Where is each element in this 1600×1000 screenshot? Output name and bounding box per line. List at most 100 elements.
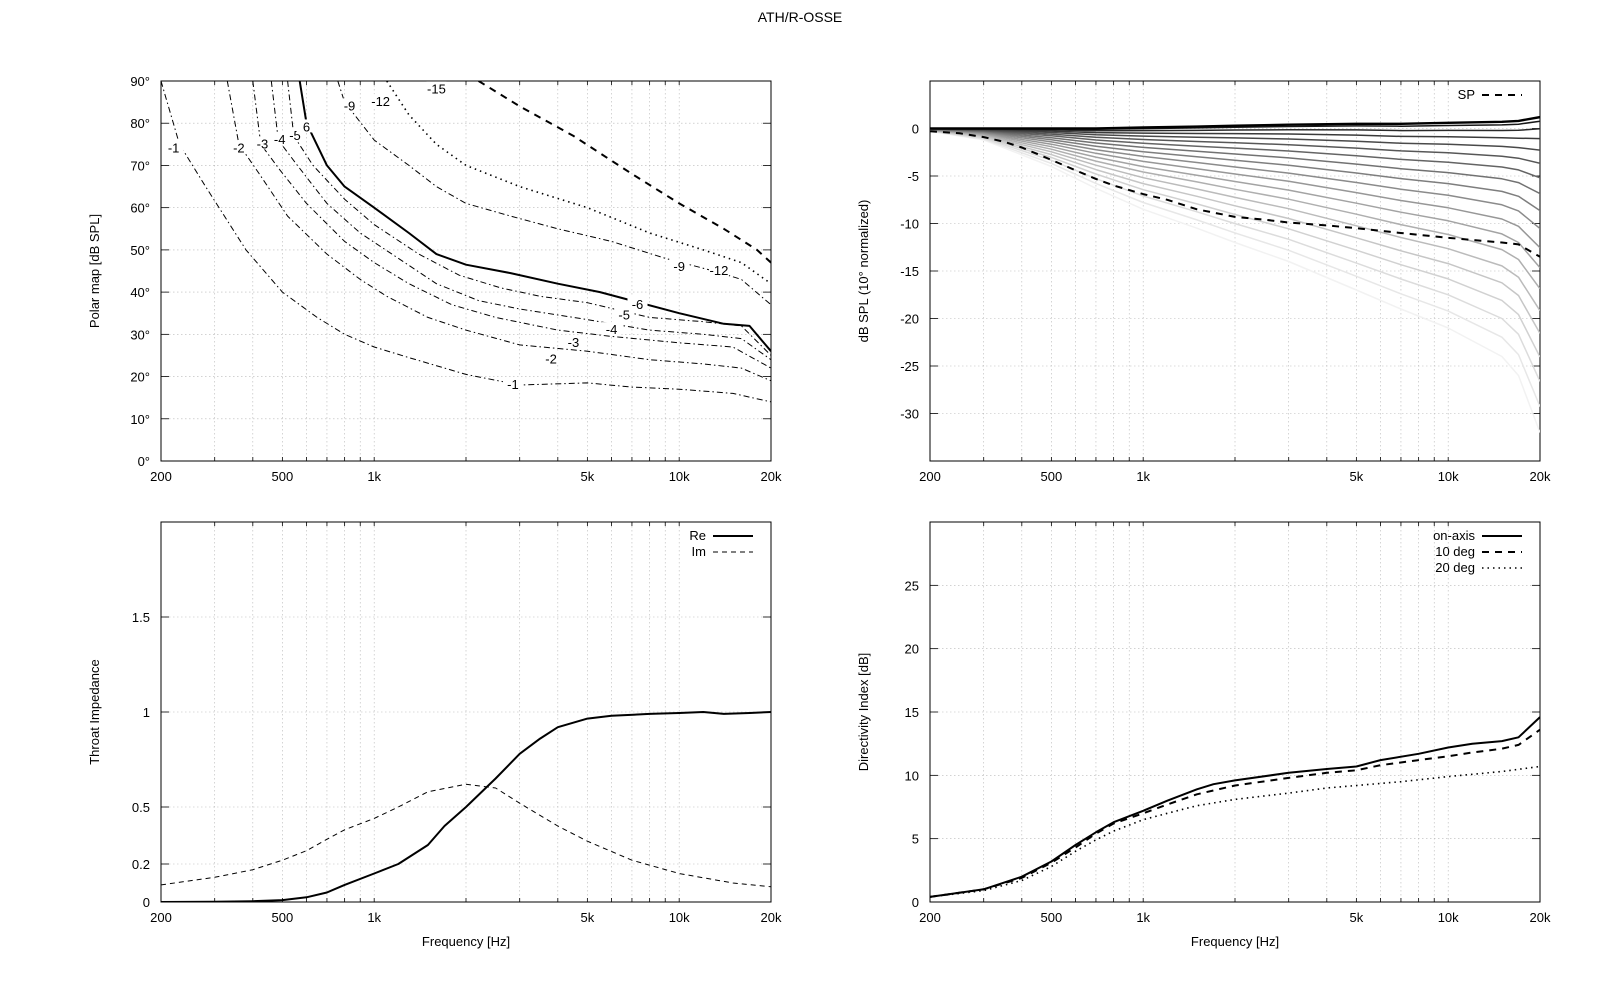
normalized-response-panel: 0 -5 -10 -15 -20 -25 -30 200 500 1k 5k 10k 20k dB SPL… <box>856 80 1551 484</box>
directivity-ytick-label: 5 <box>912 832 919 847</box>
angle-response-line <box>930 130 1540 433</box>
polar-contour-label-bg <box>163 140 184 154</box>
polar-contour-label-bg <box>370 94 391 108</box>
impedance-xtick-label: 1k <box>367 910 381 925</box>
response-ytick-label: -20 <box>900 312 919 327</box>
angle-response-line <box>930 128 1540 179</box>
impedance-legend-label: Im <box>692 544 706 559</box>
polar-xtick-label: 500 <box>272 469 294 484</box>
polar-ytick-label: 10° <box>130 412 150 427</box>
polar-contour-label-bg <box>252 136 273 150</box>
polar-contour-label-bg <box>669 258 690 272</box>
polar-xtick-label: 20k <box>761 469 782 484</box>
angle-response-line <box>930 129 1540 358</box>
directivity-series-on-axis <box>930 716 1540 898</box>
polar-contour-line <box>386 81 771 285</box>
directivity-legend-label: on-axis <box>1433 528 1475 543</box>
polar-contour-label: -6 <box>632 297 644 312</box>
polar-xtick-label: 10k <box>669 469 690 484</box>
directivity-x-axis-label: Frequency [Hz] <box>1191 934 1279 949</box>
impedance-xtick-label: 200 <box>150 910 172 925</box>
response-plot-frame <box>929 80 1541 462</box>
impedance-ytick-label: 0.2 <box>132 857 150 872</box>
angle-response-line <box>930 129 1540 269</box>
directivity-xtick-label: 20k <box>1530 910 1551 925</box>
impedance-ytick-label: 0 <box>143 895 150 910</box>
directivity-ytick-label: 25 <box>905 578 919 593</box>
polar-ytick-label: 50° <box>130 243 150 258</box>
directivity-plot-frame <box>929 521 1541 903</box>
response-ytick-label: -30 <box>900 407 919 422</box>
polar-contour-label-bg <box>541 351 562 365</box>
polar-ytick-label: 30° <box>130 327 150 342</box>
angle-response-line <box>930 128 1540 195</box>
response-ytick-label: -5 <box>907 169 919 184</box>
angle-response-line <box>930 130 1540 407</box>
angle-response-line <box>930 129 1540 334</box>
polar-contour-label: -15 <box>427 81 446 96</box>
response-xtick-label: 200 <box>919 469 941 484</box>
polar-contour-label: -4 <box>274 132 286 147</box>
directivity-xtick-label: 1k <box>1136 910 1150 925</box>
polar-contour-line <box>298 81 771 352</box>
impedance-xtick-label: 500 <box>272 910 294 925</box>
angle-response-line <box>930 128 1540 151</box>
polar-contour-label: 6 <box>303 119 310 134</box>
polar-y-axis-label: Polar map [dB SPL] <box>87 214 102 328</box>
directivity-ytick-label: 20 <box>905 642 919 657</box>
polar-contour-line <box>337 81 771 306</box>
impedance-xtick-label: 10k <box>669 910 690 925</box>
impedance-y-axis-label: Throat Impedance <box>87 659 102 765</box>
polar-contour-line <box>226 81 771 382</box>
polar-contour-label: -12 <box>710 263 729 278</box>
response-xtick-label: 5k <box>1350 469 1364 484</box>
response-ytick-label: -10 <box>900 217 919 232</box>
polar-ytick-label: 60° <box>130 201 150 216</box>
polar-ytick-label: 90° <box>130 74 150 89</box>
directivity-xtick-label: 5k <box>1350 910 1364 925</box>
polar-contour-label-bg <box>426 81 447 95</box>
response-xtick-label: 20k <box>1530 469 1551 484</box>
response-ytick-label: -15 <box>900 264 919 279</box>
polar-contour-line <box>161 81 771 403</box>
angle-response-line <box>930 128 1540 230</box>
response-xtick-label: 500 <box>1041 469 1063 484</box>
impedance-x-axis-label: Frequency [Hz] <box>422 934 510 949</box>
impedance-xtick-label: 20k <box>761 910 782 925</box>
response-xtick-label: 1k <box>1136 469 1150 484</box>
impedance-xtick-label: 5k <box>581 910 595 925</box>
polar-contour-label: -1 <box>168 141 180 156</box>
directivity-series-20-deg <box>930 765 1540 898</box>
polar-ytick-label: 70° <box>130 158 150 173</box>
impedance-legend-label: Re <box>689 528 706 543</box>
angle-response-line <box>930 127 1540 140</box>
polar-contour-label-bg <box>296 119 317 133</box>
polar-contour-label-bg <box>339 98 360 112</box>
polar-contour-line <box>252 81 771 369</box>
directivity-index-panel: 0 5 10 15 20 25 200 500 1k 5k 10k 20k Frequency [Hz]… <box>856 521 1551 949</box>
polar-ytick-label: 20° <box>130 370 150 385</box>
polar-contour-label-bg <box>228 140 249 154</box>
polar-ytick-label: 80° <box>130 116 150 131</box>
response-y-axis-label: dB SPL (10° normalized) <box>856 200 871 343</box>
directivity-xtick-label: 500 <box>1041 910 1063 925</box>
polar-ytick-label: 0° <box>138 454 150 469</box>
directivity-xtick-label: 200 <box>919 910 941 925</box>
polar-contour-label: -4 <box>606 322 618 337</box>
angle-response-line <box>930 115 1540 130</box>
impedance-series-re <box>161 711 771 902</box>
directivity-ytick-label: 10 <box>905 768 919 783</box>
directivity-ytick-label: 15 <box>905 705 919 720</box>
polar-xtick-label: 5k <box>581 469 595 484</box>
directivity-legend-label: 20 deg <box>1435 560 1475 575</box>
polar-contour-label-bg <box>601 322 622 336</box>
polar-contour-label: -5 <box>618 307 630 322</box>
directivity-series-10-deg <box>930 728 1540 898</box>
angle-response-line <box>930 128 1540 212</box>
polar-map-panel: 0° 10° 20° 30° 40° 50° 60° 70° 80° 90° 200 500 1k 5k 1… <box>87 74 782 484</box>
polar-plot-frame <box>160 80 772 462</box>
directivity-legend-label: 10 deg <box>1435 544 1475 559</box>
angle-response-line <box>930 128 1540 249</box>
response-legend-label: SP <box>1458 87 1475 102</box>
